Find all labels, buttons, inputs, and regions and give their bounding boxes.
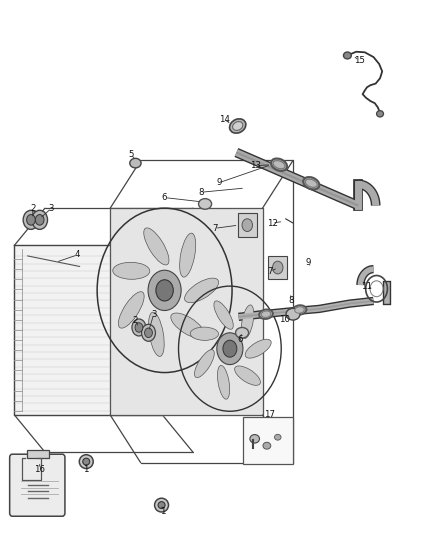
Polygon shape xyxy=(14,245,162,415)
Text: 6: 6 xyxy=(237,335,243,344)
Text: 3: 3 xyxy=(151,310,156,319)
Ellipse shape xyxy=(261,311,271,318)
Ellipse shape xyxy=(79,455,93,469)
Circle shape xyxy=(135,322,143,332)
Text: 7: 7 xyxy=(212,224,217,233)
Ellipse shape xyxy=(377,111,384,117)
Ellipse shape xyxy=(144,228,169,265)
Ellipse shape xyxy=(130,158,141,168)
Circle shape xyxy=(35,215,44,225)
Text: 4: 4 xyxy=(75,251,80,260)
Text: 9: 9 xyxy=(306,258,311,266)
Ellipse shape xyxy=(343,52,351,59)
Text: 8: 8 xyxy=(288,296,293,305)
Ellipse shape xyxy=(259,310,273,319)
Text: 11: 11 xyxy=(361,282,372,291)
Ellipse shape xyxy=(250,434,259,443)
Ellipse shape xyxy=(295,307,304,313)
Text: 16: 16 xyxy=(34,465,45,473)
Text: 3: 3 xyxy=(49,204,54,213)
Circle shape xyxy=(242,219,253,231)
Ellipse shape xyxy=(148,312,164,357)
Text: 15: 15 xyxy=(353,56,365,65)
Ellipse shape xyxy=(305,179,317,187)
Text: 2: 2 xyxy=(30,204,35,213)
Ellipse shape xyxy=(198,199,212,209)
Ellipse shape xyxy=(171,313,205,338)
Polygon shape xyxy=(110,208,262,415)
Ellipse shape xyxy=(190,327,219,341)
FancyBboxPatch shape xyxy=(10,454,65,516)
Ellipse shape xyxy=(184,278,219,303)
Circle shape xyxy=(23,211,39,229)
Ellipse shape xyxy=(245,339,271,358)
Circle shape xyxy=(217,333,243,365)
Text: 9: 9 xyxy=(216,178,222,187)
Circle shape xyxy=(148,270,181,311)
Text: 6: 6 xyxy=(162,193,167,202)
Text: 14: 14 xyxy=(219,115,230,124)
Circle shape xyxy=(145,328,152,337)
Ellipse shape xyxy=(235,366,261,385)
Circle shape xyxy=(132,319,146,336)
Bar xyxy=(268,256,287,279)
Ellipse shape xyxy=(286,309,300,320)
Bar xyxy=(27,450,49,458)
Text: 17: 17 xyxy=(264,410,275,419)
Ellipse shape xyxy=(271,158,287,171)
Text: 5: 5 xyxy=(128,150,134,159)
Ellipse shape xyxy=(113,262,150,279)
Text: 12: 12 xyxy=(267,219,278,228)
Ellipse shape xyxy=(275,434,281,440)
Circle shape xyxy=(32,211,47,229)
Bar xyxy=(238,214,257,237)
Bar xyxy=(243,417,293,464)
Ellipse shape xyxy=(214,301,233,329)
Circle shape xyxy=(27,215,35,225)
Ellipse shape xyxy=(194,350,214,377)
Circle shape xyxy=(272,261,283,274)
Text: 7: 7 xyxy=(268,268,273,276)
Text: 13: 13 xyxy=(251,161,261,170)
Text: 1: 1 xyxy=(160,507,165,516)
Ellipse shape xyxy=(118,292,144,328)
Circle shape xyxy=(223,340,237,357)
Circle shape xyxy=(141,324,155,341)
Ellipse shape xyxy=(273,160,285,169)
Text: 10: 10 xyxy=(279,315,290,324)
Ellipse shape xyxy=(241,305,254,338)
Ellipse shape xyxy=(218,366,230,399)
Ellipse shape xyxy=(180,233,196,277)
Circle shape xyxy=(156,280,173,301)
Ellipse shape xyxy=(233,122,243,131)
Ellipse shape xyxy=(230,119,246,133)
Ellipse shape xyxy=(263,442,271,449)
Ellipse shape xyxy=(155,498,169,512)
Text: 8: 8 xyxy=(198,188,204,197)
Text: 2: 2 xyxy=(133,316,138,325)
Ellipse shape xyxy=(236,327,249,338)
Ellipse shape xyxy=(83,458,90,465)
Ellipse shape xyxy=(303,177,319,189)
Ellipse shape xyxy=(158,502,165,508)
Text: 1: 1 xyxy=(84,465,89,473)
Ellipse shape xyxy=(293,305,307,315)
